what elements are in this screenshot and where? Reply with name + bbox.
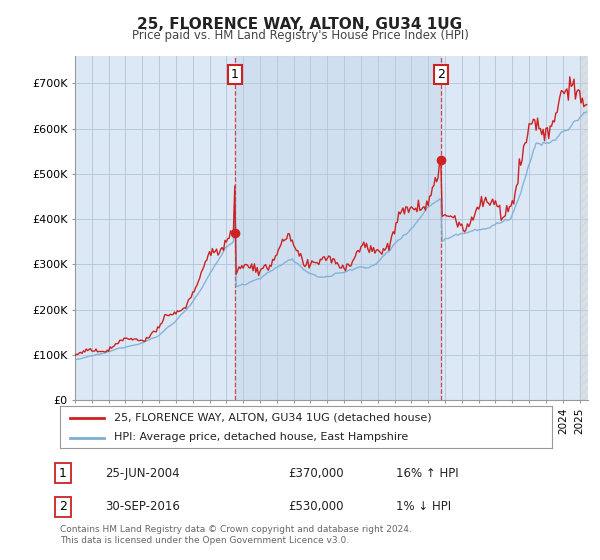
Text: 2: 2 <box>437 68 445 81</box>
Text: 16% ↑ HPI: 16% ↑ HPI <box>396 466 458 480</box>
Text: 25, FLORENCE WAY, ALTON, GU34 1UG (detached house): 25, FLORENCE WAY, ALTON, GU34 1UG (detac… <box>114 413 432 423</box>
Text: 1% ↓ HPI: 1% ↓ HPI <box>396 500 451 514</box>
Text: 25-JUN-2004: 25-JUN-2004 <box>105 466 179 480</box>
Text: Price paid vs. HM Land Registry's House Price Index (HPI): Price paid vs. HM Land Registry's House … <box>131 29 469 42</box>
Text: HPI: Average price, detached house, East Hampshire: HPI: Average price, detached house, East… <box>114 432 409 442</box>
Text: 25, FLORENCE WAY, ALTON, GU34 1UG: 25, FLORENCE WAY, ALTON, GU34 1UG <box>137 17 463 32</box>
Text: 1: 1 <box>231 68 239 81</box>
Text: £370,000: £370,000 <box>288 466 344 480</box>
Text: Contains HM Land Registry data © Crown copyright and database right 2024.
This d: Contains HM Land Registry data © Crown c… <box>60 525 412 545</box>
Text: £530,000: £530,000 <box>288 500 343 514</box>
Text: 1: 1 <box>59 466 67 480</box>
Bar <box>580 56 590 400</box>
Bar <box>235 56 441 400</box>
Text: 30-SEP-2016: 30-SEP-2016 <box>105 500 180 514</box>
Text: 2: 2 <box>59 500 67 514</box>
